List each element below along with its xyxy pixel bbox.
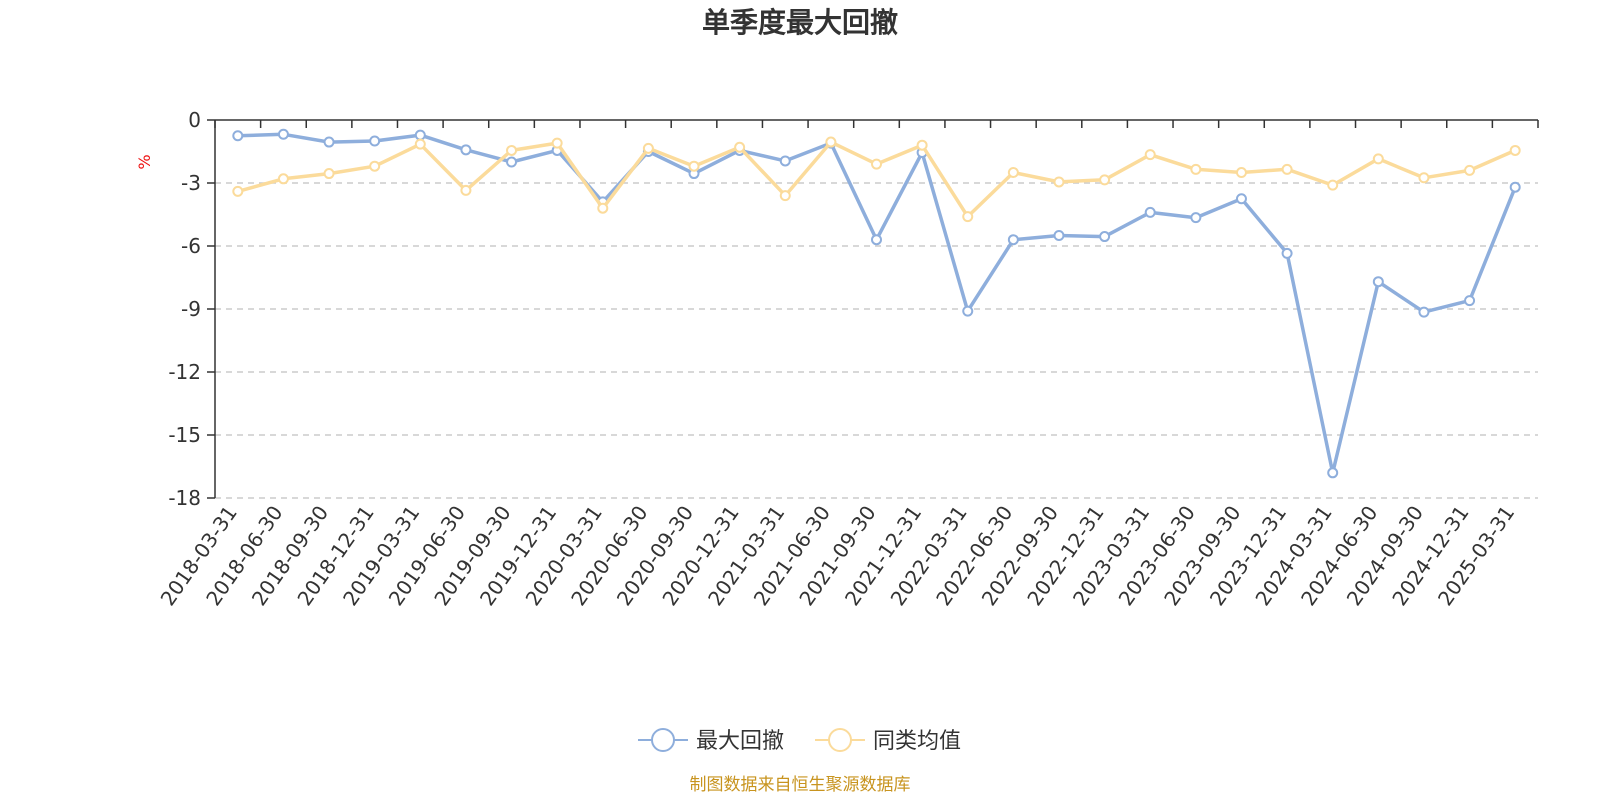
series-2 — [232, 136, 1521, 223]
data-point[interactable] — [506, 156, 518, 168]
data-point[interactable] — [1007, 167, 1019, 178]
data-point[interactable] — [1372, 276, 1384, 288]
y-tick-label: -18 — [168, 486, 201, 510]
data-point[interactable] — [277, 128, 289, 140]
data-point[interactable] — [734, 141, 746, 153]
legend-item-2[interactable]: 同类均值 — [815, 728, 961, 754]
data-point[interactable] — [962, 305, 974, 317]
data-point[interactable] — [1418, 172, 1430, 184]
data-point[interactable] — [597, 202, 609, 214]
data-point[interactable] — [232, 185, 244, 197]
data-point[interactable] — [460, 144, 472, 156]
y-tick-label: 0 — [188, 108, 201, 132]
data-point[interactable] — [506, 144, 518, 156]
data-point[interactable] — [1418, 306, 1430, 318]
y-tick-label: -15 — [168, 423, 201, 447]
data-point[interactable] — [1144, 206, 1156, 218]
data-point[interactable] — [551, 137, 563, 149]
y-axis-ticks: 0 -3 -6 -9 -12 -15 -18 — [168, 108, 215, 510]
legend-marker — [651, 728, 675, 752]
data-point[interactable] — [871, 234, 882, 246]
series-1 — [232, 128, 1521, 479]
data-point[interactable] — [825, 136, 837, 148]
data-point[interactable] — [1509, 144, 1521, 156]
data-point[interactable] — [1281, 163, 1293, 175]
y-axis-unit: % — [135, 154, 154, 169]
y-tick-label: -12 — [168, 360, 201, 384]
data-point[interactable] — [779, 190, 791, 202]
data-point[interactable] — [1053, 176, 1065, 188]
x-axis-ticks: 2018-03-312018-06-302018-09-302018-12-31… — [156, 120, 1539, 610]
legend-marker — [828, 728, 852, 752]
data-point[interactable] — [414, 129, 426, 141]
data-point[interactable] — [871, 158, 882, 170]
data-point[interactable] — [642, 142, 654, 154]
data-point[interactable] — [1281, 247, 1293, 259]
data-point[interactable] — [916, 139, 928, 151]
data-point[interactable] — [1099, 231, 1111, 243]
series-layer — [232, 128, 1521, 479]
data-point[interactable] — [1327, 179, 1339, 191]
data-point[interactable] — [277, 173, 289, 185]
data-point[interactable] — [688, 160, 700, 172]
series-line — [237, 140, 1516, 219]
data-point[interactable] — [962, 211, 974, 223]
data-point[interactable] — [1144, 149, 1156, 161]
data-point[interactable] — [1464, 295, 1476, 307]
data-point[interactable] — [1099, 174, 1111, 186]
data-point[interactable] — [1464, 164, 1476, 176]
data-point[interactable] — [1235, 167, 1247, 178]
chart-title: 单季度最大回撤 — [702, 6, 898, 39]
data-point[interactable] — [1235, 193, 1247, 205]
data-point[interactable] — [460, 184, 472, 196]
y-tick-label: -6 — [181, 234, 201, 258]
data-point[interactable] — [1007, 234, 1019, 246]
y-tick-label: -9 — [181, 297, 201, 321]
source-note: 制图数据来自恒生聚源数据库 — [690, 775, 911, 795]
grid-lines — [215, 182, 1538, 499]
data-point[interactable] — [323, 136, 335, 148]
data-point[interactable] — [1509, 181, 1521, 193]
legend-label: 同类均值 — [873, 729, 961, 754]
data-point[interactable] — [369, 135, 381, 147]
data-point[interactable] — [1190, 163, 1202, 175]
data-point[interactable] — [1372, 153, 1384, 165]
legend-label: 最大回撤 — [696, 729, 784, 754]
data-point[interactable] — [1190, 212, 1202, 224]
y-tick-label: -3 — [181, 171, 201, 195]
data-point[interactable] — [414, 138, 426, 150]
data-point[interactable] — [1327, 467, 1339, 479]
legend[interactable]: 最大回撤 同类均值 — [638, 728, 961, 754]
data-point[interactable] — [1053, 230, 1065, 241]
data-point[interactable] — [232, 130, 244, 142]
data-point[interactable] — [779, 155, 791, 167]
data-point[interactable] — [369, 160, 381, 172]
series-line — [237, 132, 1517, 475]
data-point[interactable] — [323, 168, 335, 180]
legend-item-1[interactable]: 最大回撤 — [638, 728, 784, 754]
